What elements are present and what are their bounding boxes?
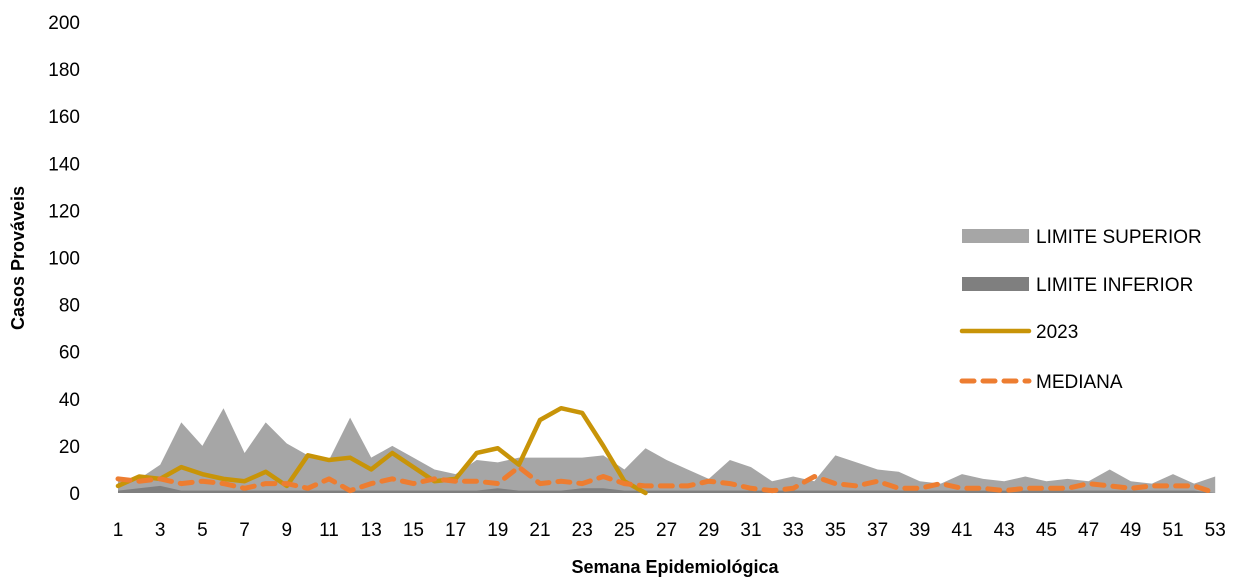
legend-label-2023: 2023 [1036,322,1078,343]
x-tick-label: 9 [282,520,293,541]
x-axis-ticks: 1 3 5 7 9 11 13 15 17 19 21 23 25 27 29 31 33 35 37 39 41 43 4… [113,520,1226,541]
x-tick-label: 11 [319,520,339,541]
y-tick-label: 160 [48,107,80,128]
x-tick-label: 23 [572,520,593,541]
x-tick-label: 1 [113,520,124,541]
series-line-mediana [115,464,1218,496]
y-tick-label: 180 [48,60,80,81]
area-series-group [118,408,1216,493]
series-area-limite-superior [118,408,1216,493]
x-tick-label: 35 [825,520,846,541]
x-tick-label: 3 [155,520,166,541]
y-tick-label: 80 [59,296,80,317]
legend-label-limite-inferior: LIMITE INFERIOR [1036,275,1193,296]
y-axis-ticks: 0 20 40 60 80 100 120 140 160 180 200 [48,13,80,505]
x-tick-label: 21 [529,520,550,541]
x-tick-label: 37 [867,520,888,541]
x-tick-label: 29 [698,520,719,541]
y-tick-label: 0 [69,484,80,505]
x-tick-label: 25 [614,520,635,541]
x-tick-label: 15 [403,520,424,541]
x-tick-label: 31 [740,520,761,541]
legend: LIMITE SUPERIOR LIMITE INFERIOR 2023 MEDIAN… [959,227,1202,393]
y-tick-label: 40 [59,390,80,411]
series-line-2023 [115,405,648,496]
x-tick-label: 51 [1162,520,1183,541]
legend-label-mediana: MEDIANA [1036,372,1123,393]
x-tick-label: 19 [487,520,508,541]
x-tick-label: 53 [1205,520,1226,541]
x-tick-label: 33 [783,520,804,541]
legend-swatch-limite-inferior [962,277,1029,291]
line-series-group [115,405,1218,496]
x-tick-label: 43 [994,520,1015,541]
x-tick-label: 45 [1036,520,1057,541]
x-tick-label: 13 [361,520,382,541]
y-tick-label: 20 [59,437,80,458]
x-tick-label: 49 [1120,520,1141,541]
y-axis-title: Casos Prováveis [8,186,28,330]
x-axis-title: Semana Epidemiológica [571,557,779,577]
x-tick-label: 39 [909,520,930,541]
y-tick-label: 140 [48,154,80,175]
x-tick-label: 7 [239,520,250,541]
y-tick-label: 120 [48,201,80,222]
y-tick-label: 100 [48,249,80,270]
x-tick-label: 47 [1078,520,1099,541]
x-tick-label: 27 [656,520,677,541]
legend-label-limite-superior: LIMITE SUPERIOR [1036,227,1202,248]
legend-swatch-limite-superior [962,229,1029,243]
y-tick-label: 200 [48,13,80,34]
x-tick-label: 41 [951,520,972,541]
y-tick-label: 60 [59,343,80,364]
x-tick-label: 5 [197,520,208,541]
series-area-limite-inferior [118,485,1216,493]
x-tick-label: 17 [445,520,466,541]
